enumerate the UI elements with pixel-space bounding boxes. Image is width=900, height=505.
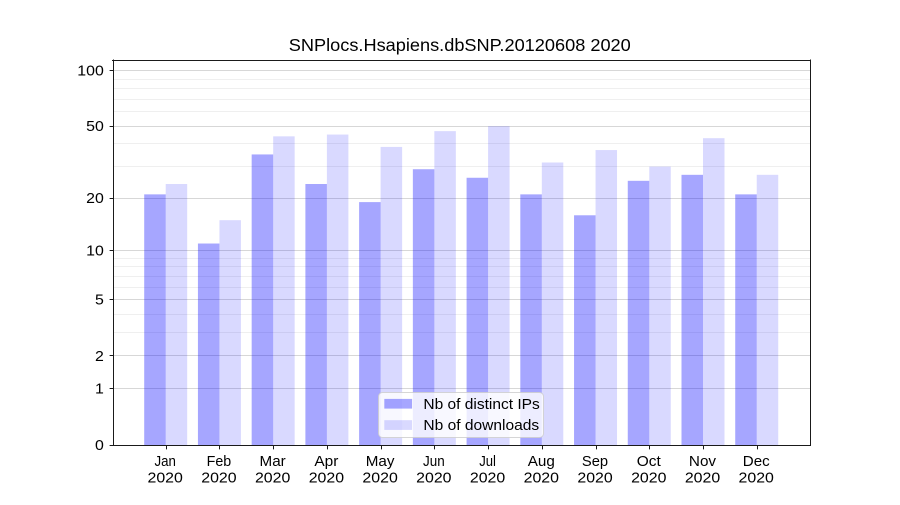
svg-text:Jan: Jan xyxy=(154,454,175,470)
svg-text:May: May xyxy=(366,454,395,470)
svg-text:Apr: Apr xyxy=(314,454,338,470)
svg-text:20: 20 xyxy=(86,191,104,207)
svg-text:2020: 2020 xyxy=(470,471,505,487)
svg-text:2020: 2020 xyxy=(577,471,612,487)
svg-text:0: 0 xyxy=(95,438,104,454)
svg-text:2020: 2020 xyxy=(416,471,451,487)
svg-text:Oct: Oct xyxy=(637,454,661,470)
svg-text:SNPlocs.Hsapiens.dbSNP.2012060: SNPlocs.Hsapiens.dbSNP.20120608 2020 xyxy=(289,35,631,55)
svg-text:2020: 2020 xyxy=(631,471,666,487)
svg-text:2020: 2020 xyxy=(362,471,397,487)
svg-text:2: 2 xyxy=(95,349,104,365)
svg-text:Jun: Jun xyxy=(423,454,445,470)
svg-text:Feb: Feb xyxy=(207,454,232,470)
svg-text:Dec: Dec xyxy=(743,454,770,470)
svg-text:5: 5 xyxy=(95,293,104,309)
svg-text:2020: 2020 xyxy=(309,471,344,487)
svg-text:2020: 2020 xyxy=(148,471,183,487)
svg-text:Nb of downloads: Nb of downloads xyxy=(423,418,539,434)
svg-text:2020: 2020 xyxy=(524,471,559,487)
svg-text:Nb of distinct IPs: Nb of distinct IPs xyxy=(423,397,539,413)
svg-text:2020: 2020 xyxy=(255,471,290,487)
svg-text:Jul: Jul xyxy=(479,454,496,470)
svg-text:50: 50 xyxy=(86,119,104,135)
svg-text:2020: 2020 xyxy=(201,471,236,487)
svg-text:Nov: Nov xyxy=(689,454,717,470)
svg-text:2020: 2020 xyxy=(739,471,774,487)
svg-text:100: 100 xyxy=(77,64,104,80)
svg-text:1: 1 xyxy=(95,382,104,398)
svg-text:Mar: Mar xyxy=(260,454,286,470)
svg-text:Aug: Aug xyxy=(528,454,555,470)
svg-text:2020: 2020 xyxy=(685,471,720,487)
svg-text:10: 10 xyxy=(86,243,104,259)
svg-text:Sep: Sep xyxy=(582,454,608,470)
